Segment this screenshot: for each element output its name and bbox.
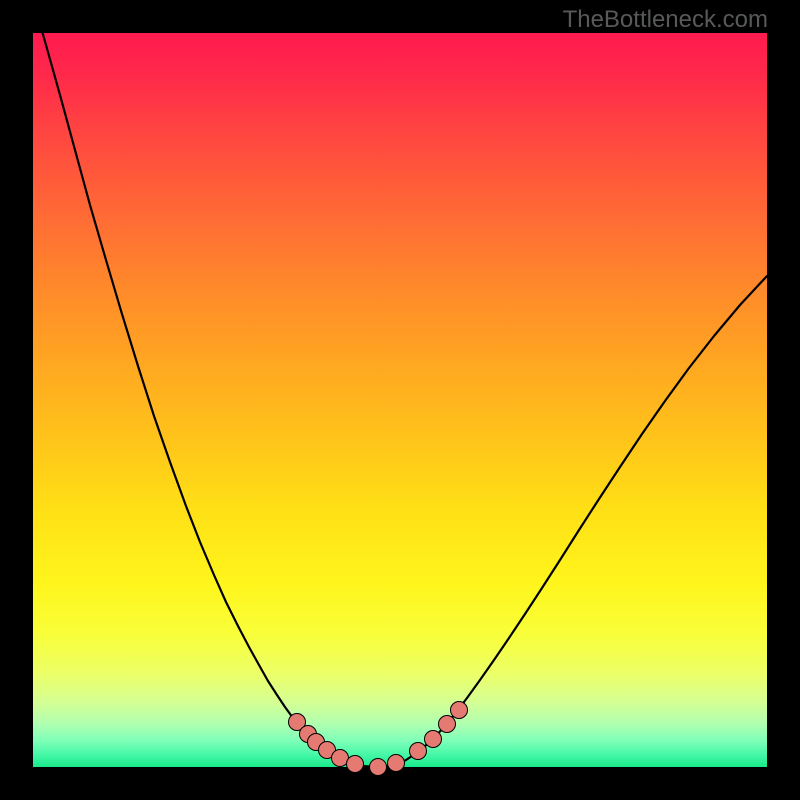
chart-canvas: TheBottleneck.com: [0, 0, 800, 800]
data-marker: [450, 701, 468, 719]
watermark-text: TheBottleneck.com: [563, 6, 768, 34]
data-marker: [369, 758, 387, 776]
data-marker: [409, 742, 427, 760]
markers-layer: [0, 0, 800, 800]
data-marker: [387, 754, 405, 772]
data-marker: [346, 755, 364, 773]
data-marker: [424, 730, 442, 748]
plot-area: [33, 33, 767, 767]
data-marker: [438, 715, 456, 733]
